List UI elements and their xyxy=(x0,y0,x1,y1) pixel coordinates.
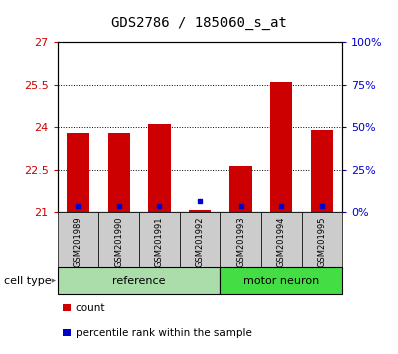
Bar xyxy=(58,267,220,294)
Bar xyxy=(63,329,71,336)
Text: GSM201992: GSM201992 xyxy=(195,217,205,267)
Text: GDS2786 / 185060_s_at: GDS2786 / 185060_s_at xyxy=(111,16,287,30)
Bar xyxy=(189,210,211,212)
Bar xyxy=(98,212,139,267)
Bar xyxy=(67,133,89,212)
Text: percentile rank within the sample: percentile rank within the sample xyxy=(76,328,252,338)
Bar xyxy=(230,166,252,212)
Text: motor neuron: motor neuron xyxy=(243,275,320,286)
Bar xyxy=(311,130,333,212)
Bar xyxy=(139,212,179,267)
Text: reference: reference xyxy=(112,275,166,286)
Bar xyxy=(107,133,130,212)
Text: GSM201995: GSM201995 xyxy=(318,217,326,267)
Text: GSM201989: GSM201989 xyxy=(74,217,82,267)
Bar xyxy=(302,212,342,267)
Bar xyxy=(220,212,261,267)
Bar xyxy=(63,304,71,312)
Bar xyxy=(270,82,293,212)
Text: GSM201990: GSM201990 xyxy=(114,217,123,267)
Text: GSM201993: GSM201993 xyxy=(236,217,245,267)
Text: count: count xyxy=(76,303,105,313)
Bar xyxy=(179,212,220,267)
Text: GSM201994: GSM201994 xyxy=(277,217,286,267)
Bar xyxy=(148,124,170,212)
Bar xyxy=(58,212,98,267)
Text: GSM201991: GSM201991 xyxy=(155,217,164,267)
Bar xyxy=(261,212,302,267)
Text: cell type: cell type xyxy=(4,275,52,286)
Bar xyxy=(220,267,342,294)
